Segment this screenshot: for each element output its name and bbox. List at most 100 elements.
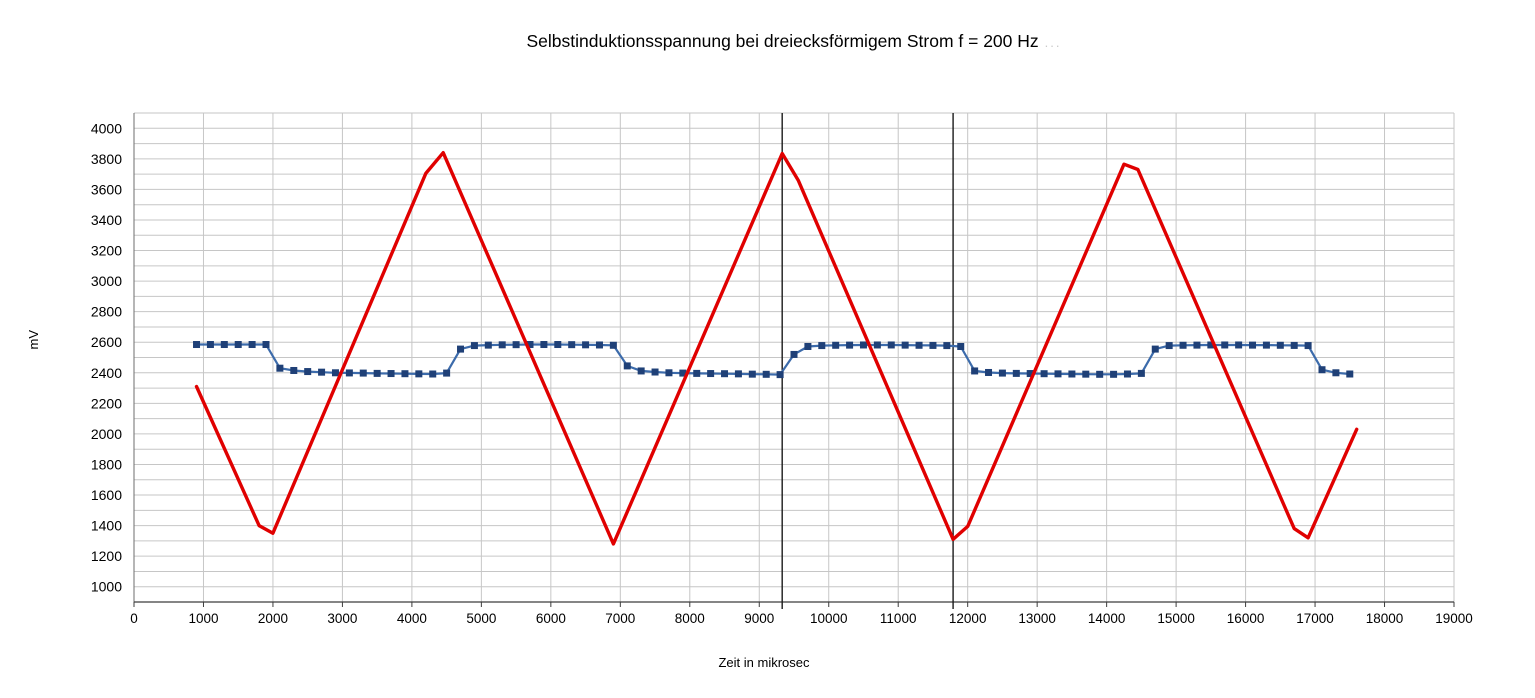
data-point-marker	[846, 341, 854, 349]
x-tick-label: 15000	[1157, 611, 1195, 626]
data-point-marker	[276, 364, 284, 372]
data-point-marker	[1290, 341, 1298, 349]
x-tick-label: 16000	[1227, 611, 1265, 626]
data-point-marker	[1110, 370, 1118, 378]
y-tick-label: 3000	[91, 273, 122, 289]
data-point-marker	[290, 366, 298, 374]
data-point-marker	[443, 369, 451, 377]
data-point-marker	[568, 341, 576, 349]
data-point-marker	[623, 362, 631, 370]
data-point-marker	[1012, 369, 1020, 377]
data-point-marker	[1262, 341, 1270, 349]
x-tick-label: 19000	[1435, 611, 1473, 626]
data-point-marker	[1040, 370, 1048, 378]
y-tick-label: 3800	[91, 151, 122, 167]
data-point-marker	[1082, 370, 1090, 378]
data-point-marker	[429, 370, 437, 378]
data-point-marker	[804, 342, 812, 350]
x-tick-label: 2000	[258, 611, 288, 626]
data-point-marker	[721, 370, 729, 378]
x-tick-label: 18000	[1366, 611, 1404, 626]
data-point-marker	[929, 341, 937, 349]
data-point-marker	[1332, 369, 1340, 377]
x-tick-label: 0	[130, 611, 138, 626]
y-tick-label: 1000	[91, 579, 122, 595]
x-tick-label: 13000	[1018, 611, 1056, 626]
data-point-marker	[1221, 341, 1229, 349]
data-point-marker	[1318, 366, 1326, 374]
data-point-marker	[901, 341, 909, 349]
data-point-marker	[318, 368, 326, 376]
data-point-marker	[873, 341, 881, 349]
x-tick-label: 4000	[397, 611, 427, 626]
data-point-marker	[665, 369, 673, 377]
data-point-marker	[985, 368, 993, 376]
data-point-marker	[1207, 341, 1215, 349]
data-point-marker	[971, 367, 979, 375]
data-point-marker	[1068, 370, 1076, 378]
data-point-marker	[734, 370, 742, 378]
data-point-marker	[540, 341, 548, 349]
data-point-marker	[512, 341, 520, 349]
y-tick-label: 1200	[91, 548, 122, 564]
data-point-marker	[331, 369, 339, 377]
data-point-marker	[582, 341, 590, 349]
x-tick-label: 10000	[810, 611, 848, 626]
x-tick-label: 14000	[1088, 611, 1126, 626]
data-point-marker	[651, 368, 659, 376]
data-point-marker	[679, 369, 687, 377]
data-point-marker	[1054, 370, 1062, 378]
data-point-marker	[957, 342, 965, 350]
chart-title: Selbstinduktionsspannung bei dreiecksför…	[134, 31, 1454, 52]
data-point-marker	[998, 369, 1006, 377]
data-point-marker	[387, 370, 395, 378]
data-point-marker	[762, 370, 770, 378]
data-point-marker	[818, 342, 826, 350]
axis-lines-group	[133, 113, 1455, 607]
y-tick-label: 4000	[91, 120, 122, 136]
data-point-marker	[1123, 370, 1131, 378]
y-tick-label: 1400	[91, 518, 122, 534]
data-point-marker	[1346, 370, 1354, 378]
data-point-marker	[1249, 341, 1257, 349]
data-point-marker	[262, 341, 270, 349]
y-tick-label: 3400	[91, 212, 122, 228]
data-point-marker	[1096, 370, 1104, 378]
x-tick-label: 8000	[675, 611, 705, 626]
chart-title-suffix-dots: ...	[1044, 35, 1062, 50]
data-point-marker	[1304, 342, 1312, 350]
data-point-marker	[470, 342, 478, 350]
data-point-marker	[484, 341, 492, 349]
data-point-marker	[776, 371, 784, 379]
red-line-dreiecksstrom	[194, 150, 1359, 546]
data-point-marker	[193, 341, 201, 349]
y-tick-label: 3600	[91, 181, 122, 197]
x-tick-label: 6000	[536, 611, 566, 626]
data-point-marker	[832, 341, 840, 349]
data-point-marker	[220, 341, 228, 349]
chart-title-text: Selbstinduktionsspannung bei dreiecksför…	[526, 31, 1039, 51]
y-tick-label: 3200	[91, 243, 122, 259]
x-tick-label: 12000	[949, 611, 987, 626]
x-tick-label: 17000	[1296, 611, 1334, 626]
data-point-marker	[304, 368, 312, 376]
data-point-marker	[915, 341, 923, 349]
data-point-marker	[609, 341, 617, 349]
data-point-marker	[248, 341, 256, 349]
data-point-marker	[415, 370, 423, 378]
x-tick-label: 1000	[188, 611, 218, 626]
y-tick-label: 2000	[91, 426, 122, 442]
data-point-marker	[748, 370, 756, 378]
data-point-marker	[498, 341, 506, 349]
data-point-marker	[234, 341, 242, 349]
tick-labels-group: 0 1000 2000 3000 4000 5000 6000 7000 8000 9000 100…	[91, 120, 1473, 626]
y-tick-label: 1600	[91, 487, 122, 503]
x-tick-label: 9000	[744, 611, 774, 626]
y-tick-label: 2600	[91, 334, 122, 350]
data-point-marker	[637, 367, 645, 375]
x-axis-label: Zeit in mikrosec	[718, 655, 810, 670]
data-point-marker	[1151, 345, 1159, 353]
y-tick-label: 2200	[91, 395, 122, 411]
